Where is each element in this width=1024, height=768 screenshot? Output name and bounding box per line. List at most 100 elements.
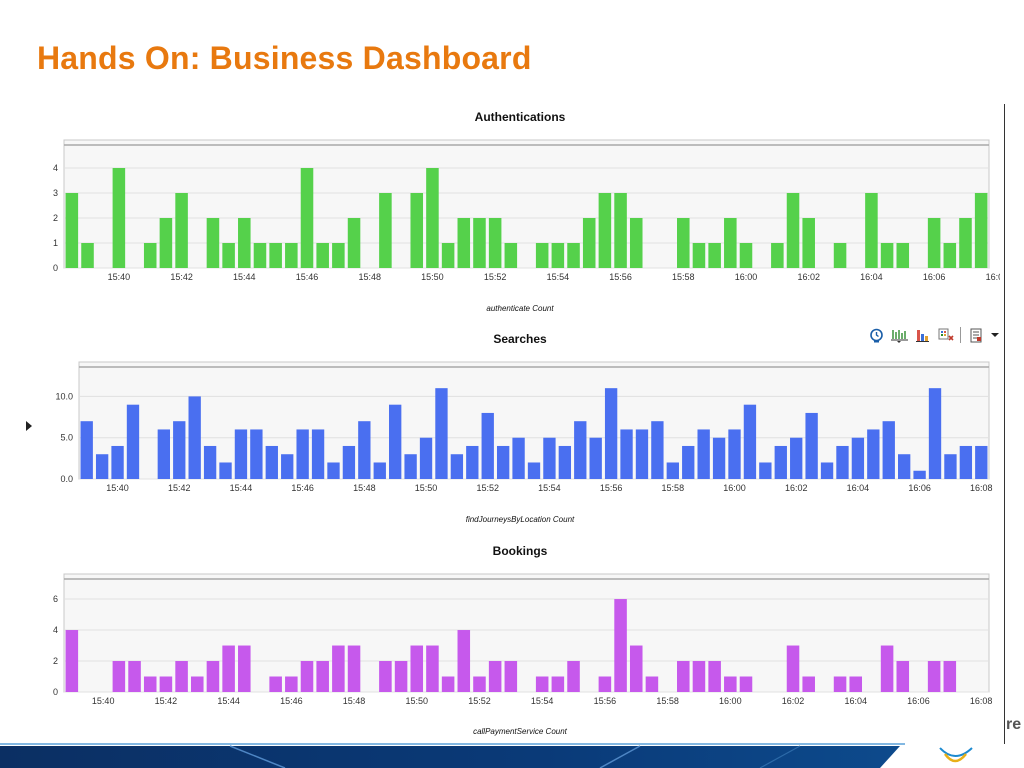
column-chart-icon[interactable] <box>914 327 931 344</box>
bar[interactable] <box>880 645 894 692</box>
bar[interactable] <box>943 243 957 268</box>
bar[interactable] <box>473 676 486 692</box>
bar[interactable] <box>512 437 525 479</box>
bar[interactable] <box>238 218 251 268</box>
bar[interactable] <box>504 243 518 268</box>
bar[interactable] <box>394 661 408 692</box>
bar[interactable] <box>347 645 361 692</box>
bar[interactable] <box>724 218 737 268</box>
bar[interactable] <box>347 218 361 268</box>
bar[interactable] <box>342 445 356 479</box>
bar[interactable] <box>143 676 157 692</box>
expand-arrow-icon[interactable] <box>26 421 32 431</box>
bar[interactable] <box>697 429 710 479</box>
bar[interactable] <box>457 218 471 268</box>
bar[interactable] <box>712 437 726 479</box>
bar[interactable] <box>504 661 518 692</box>
bar[interactable] <box>450 454 464 479</box>
bar[interactable] <box>316 243 329 268</box>
bar[interactable] <box>708 243 721 268</box>
bar[interactable] <box>677 661 690 692</box>
bar[interactable] <box>203 445 217 479</box>
bar[interactable] <box>739 243 753 268</box>
bar[interactable] <box>419 437 433 479</box>
bar[interactable] <box>112 168 126 268</box>
bar[interactable] <box>927 218 941 268</box>
bar[interactable] <box>635 429 649 479</box>
bar[interactable] <box>159 676 173 692</box>
bar[interactable] <box>206 661 220 692</box>
bar[interactable] <box>332 645 345 692</box>
bar[interactable] <box>496 445 510 479</box>
bar[interactable] <box>786 645 800 692</box>
bar[interactable] <box>666 462 679 479</box>
bar[interactable] <box>944 454 957 479</box>
bar[interactable] <box>896 661 910 692</box>
bar[interactable] <box>112 661 126 692</box>
bar[interactable] <box>880 243 894 268</box>
bar[interactable] <box>849 676 863 692</box>
bar[interactable] <box>604 388 618 479</box>
bar[interactable] <box>771 243 784 268</box>
bar[interactable] <box>410 193 424 268</box>
bar[interactable] <box>589 437 602 479</box>
bar[interactable] <box>682 445 695 479</box>
bar[interactable] <box>300 661 314 692</box>
bar[interactable] <box>535 243 549 268</box>
bar[interactable] <box>629 218 643 268</box>
bar[interactable] <box>692 243 706 268</box>
bar[interactable] <box>190 676 204 692</box>
bar[interactable] <box>896 243 910 268</box>
bar[interactable] <box>222 243 235 268</box>
bar[interactable] <box>81 243 94 268</box>
bar[interactable] <box>974 193 988 268</box>
bar-chart-icon[interactable] <box>891 327 908 344</box>
bar[interactable] <box>379 193 392 268</box>
bar[interactable] <box>620 429 633 479</box>
bar[interactable] <box>404 454 417 479</box>
bar[interactable] <box>488 661 502 692</box>
bar[interactable] <box>836 445 849 479</box>
bar[interactable] <box>820 462 834 479</box>
bar[interactable] <box>426 168 439 268</box>
bar[interactable] <box>790 437 803 479</box>
bar[interactable] <box>311 429 325 479</box>
bar[interactable] <box>959 445 973 479</box>
bar[interactable] <box>157 429 170 479</box>
bar[interactable] <box>865 193 878 268</box>
bar[interactable] <box>426 645 439 692</box>
bar[interactable] <box>535 676 549 692</box>
bar[interactable] <box>802 676 815 692</box>
bar[interactable] <box>159 218 173 268</box>
bar[interactable] <box>743 404 757 479</box>
bar[interactable] <box>481 412 494 479</box>
bar[interactable] <box>786 193 800 268</box>
export-icon[interactable] <box>967 327 984 344</box>
bar[interactable] <box>614 599 627 692</box>
bar[interactable] <box>175 661 188 692</box>
bar[interactable] <box>833 243 847 268</box>
bar[interactable] <box>175 193 188 268</box>
bar[interactable] <box>373 462 386 479</box>
bar[interactable] <box>805 412 818 479</box>
bar[interactable] <box>724 676 737 692</box>
bar[interactable] <box>488 218 502 268</box>
bar[interactable] <box>759 462 772 479</box>
bar[interactable] <box>882 421 895 479</box>
bar[interactable] <box>567 661 580 692</box>
bar[interactable] <box>728 429 741 479</box>
bar[interactable] <box>457 630 471 692</box>
bar[interactable] <box>651 421 664 479</box>
bar[interactable] <box>959 218 972 268</box>
bar[interactable] <box>389 404 402 479</box>
bar[interactable] <box>269 676 282 692</box>
bar[interactable] <box>574 421 587 479</box>
bar[interactable] <box>269 243 282 268</box>
bar[interactable] <box>927 661 941 692</box>
bar[interactable] <box>867 429 880 479</box>
bar[interactable] <box>265 445 278 479</box>
clock-icon[interactable] <box>868 327 885 344</box>
bar[interactable] <box>614 193 627 268</box>
bar[interactable] <box>250 429 263 479</box>
bar[interactable] <box>441 676 455 692</box>
